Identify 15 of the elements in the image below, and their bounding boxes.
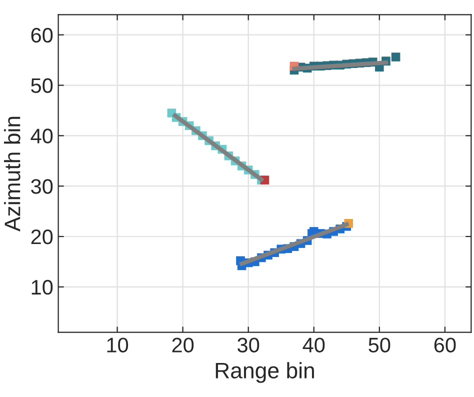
- y-tick-label: 10: [32, 280, 53, 295]
- x-tick-label: 30: [238, 338, 260, 352]
- y-tick-label: 20: [31, 230, 53, 244]
- y-tick-label: 50: [31, 78, 53, 94]
- y-tick-label: 40: [30, 128, 53, 144]
- x-tick-label: 60: [434, 338, 456, 352]
- x-tick-label: 20: [172, 338, 194, 352]
- point: [391, 52, 400, 62]
- y-tick-label: 30: [31, 179, 53, 194]
- x-tick-label: 10: [107, 338, 128, 352]
- x-tick-label: 40: [302, 338, 325, 352]
- x-axis-title: Range bin: [216, 362, 314, 383]
- x-tick-label: 50: [368, 338, 390, 352]
- y-tick-label: 60: [31, 28, 53, 43]
- y-axis-title: Azimuth bin: [4, 116, 20, 232]
